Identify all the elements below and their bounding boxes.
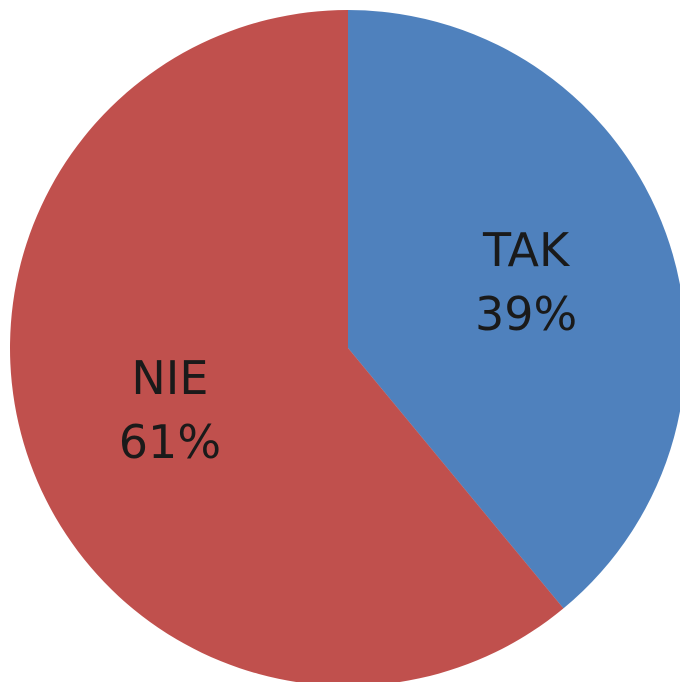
slice-value-nie: 61% bbox=[119, 415, 221, 469]
pie-slice-tak bbox=[348, 10, 680, 609]
pie-slice-nie bbox=[10, 10, 564, 682]
pie-labels: TAK 39% NIE 61% bbox=[119, 223, 577, 469]
slice-label-nie: NIE bbox=[131, 351, 208, 405]
slice-value-tak: 39% bbox=[475, 287, 577, 341]
pie-slices bbox=[10, 10, 680, 682]
slice-label-tak: TAK bbox=[482, 223, 571, 277]
